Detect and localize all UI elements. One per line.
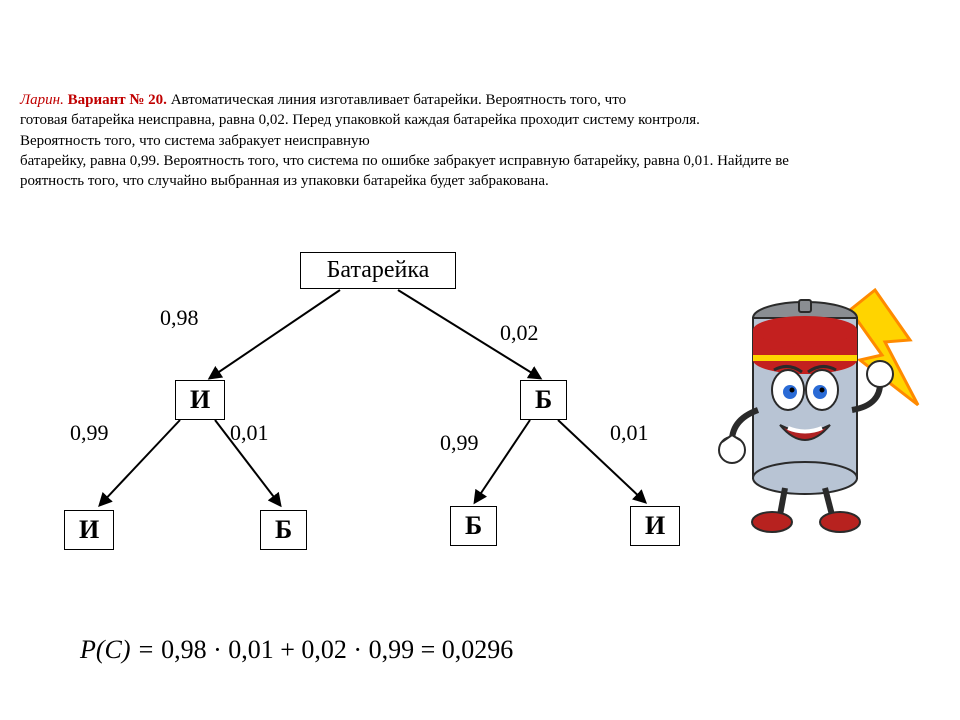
tree-node-level2-rl: Б [450, 506, 497, 546]
tree-node-level1-left: И [175, 380, 225, 420]
edge-prob-left-ll: 0,99 [70, 420, 109, 446]
result-formula: P(C) = 0,98 · 0,01 + 0,02 · 0,99 = 0,029… [80, 635, 513, 665]
edge-prob-right-rr: 0,01 [610, 420, 649, 446]
tree-node-level2-lr: Б [260, 510, 307, 550]
problem-text: Ларин. Вариант № 20. Автоматическая лини… [20, 90, 940, 191]
problem-line1: Автоматическая линия изготавливает батар… [171, 92, 626, 108]
formula-eq: = [131, 635, 162, 664]
problem-line2: готовая батарейка неисправна, равна 0,02… [20, 112, 700, 128]
formula-lhs: P(C) [80, 635, 131, 664]
tree-node-level2-rr: И [630, 506, 680, 546]
edge-prob-right-rl: 0,99 [440, 430, 479, 456]
edge-prob-root-left: 0,98 [160, 305, 199, 331]
problem-line5: роятность того, что случайно выбранная и… [20, 173, 549, 189]
tree-root: Батарейка [300, 252, 456, 289]
battery-cartoon-icon [710, 270, 920, 540]
edge-prob-root-right: 0,02 [500, 320, 539, 346]
tree-node-level1-right: Б [520, 380, 567, 420]
formula-rhs: 0,98 · 0,01 + 0,02 · 0,99 = 0,0296 [161, 635, 513, 664]
tree-node-level2-ll: И [64, 510, 114, 550]
author-label: Ларин. [20, 92, 64, 108]
variant-number: Вариант № 20. [68, 92, 167, 108]
problem-line4: батарейку, равна 0,99. Вероятность того,… [20, 153, 789, 169]
problem-line3: Вероятность того, что система забракует … [20, 133, 370, 149]
edge-prob-left-lr: 0,01 [230, 420, 269, 446]
